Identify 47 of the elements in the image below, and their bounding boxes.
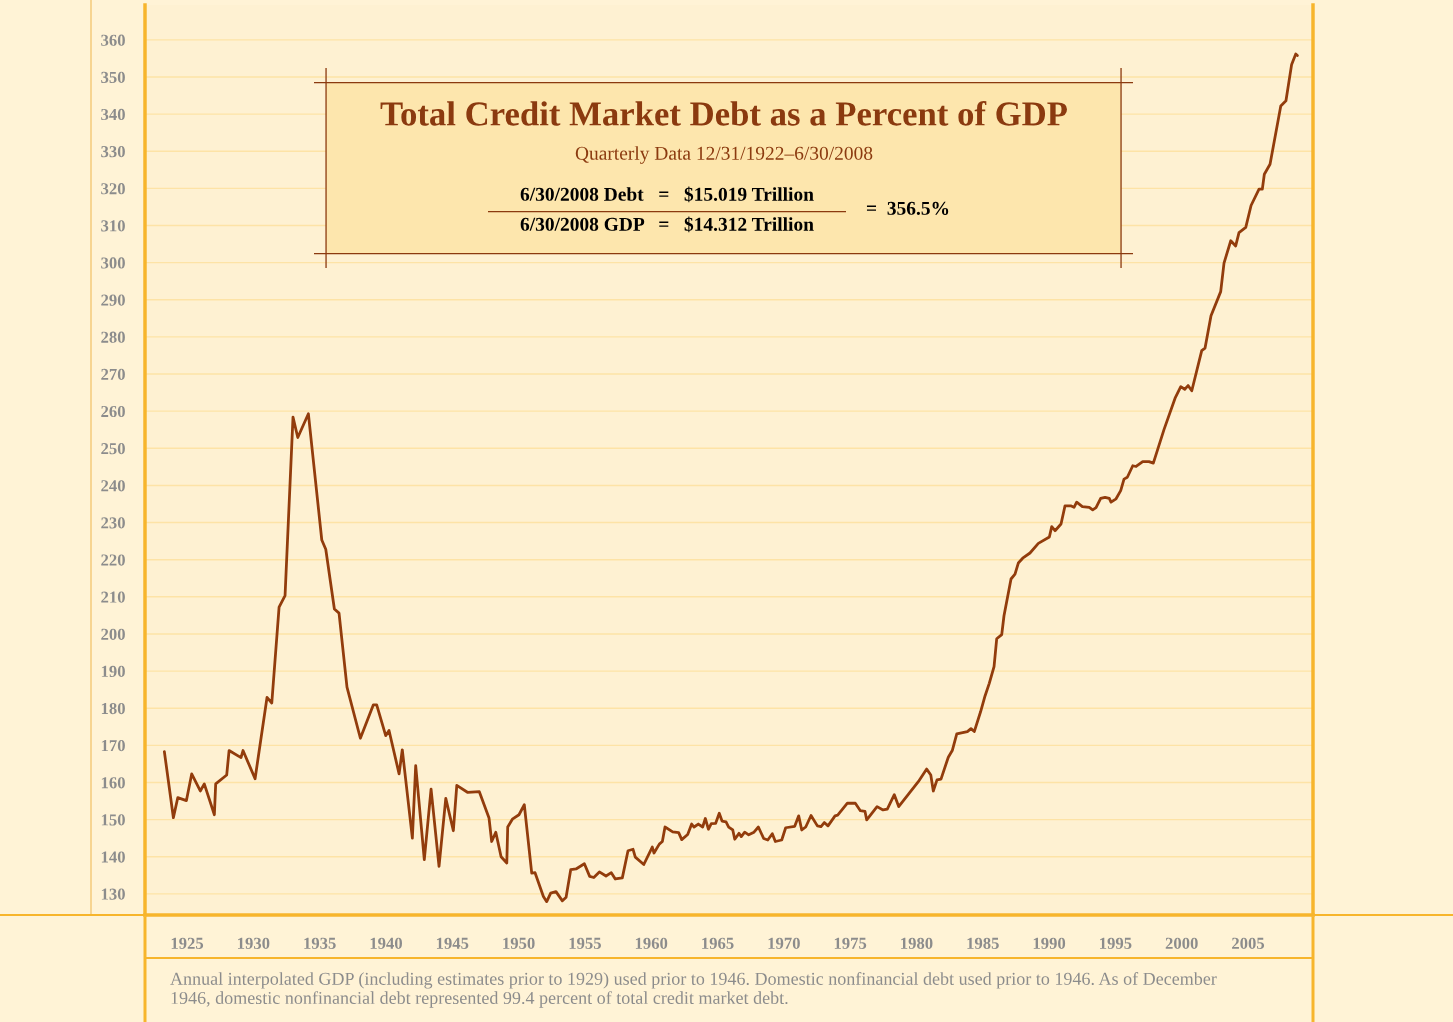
x-tick-label: 1980 (901, 937, 933, 949)
annotation: = 356.5% (866, 201, 949, 215)
y-tick-label: 160 (101, 777, 125, 789)
y-tick-label: 230 (101, 517, 125, 529)
annotation: 6/30/2008 GDP = $14.312 Trillion (520, 216, 814, 233)
x-tick-label: 1990 (1033, 937, 1066, 949)
x-tick-label: 2000 (1165, 937, 1198, 949)
x-tick-label: 1930 (238, 937, 270, 949)
y-tick-label: 310 (101, 220, 125, 232)
x-tick-label: 2005 (1232, 937, 1265, 949)
y-tick-label: 140 (101, 851, 125, 863)
text: Quarterly Data 12/31/1922–6/30/2008 (575, 146, 873, 164)
y-tick-label: 220 (101, 554, 125, 566)
y-tick-label: 150 (101, 814, 125, 826)
x-tick-label: 1985 (967, 937, 999, 949)
y-tick-label: 130 (101, 888, 125, 900)
y-tick-label: 210 (101, 591, 125, 603)
x-tick-label: 1965 (702, 937, 734, 949)
text: Annual interpolated GDP (including estimates prior to 1929) used prior to 1946. Domestic nonfinancial debt used prior to 1946. As of December 1946, domestic nonfinancial debt represented 99.4 percent of total credit market debt. (170, 972, 1217, 1008)
text: Total Credit Market Debt as a Percent of GDP (380, 100, 1067, 126)
y-tick-label: 330 (101, 145, 125, 158)
x-tick-label: 1975 (834, 937, 867, 949)
y-tick-label: 320 (101, 183, 125, 195)
x-tick-label: 1955 (569, 937, 601, 949)
y-tick-label: 250 (101, 443, 125, 455)
y-tick-label: 360 (101, 34, 125, 46)
x-tick-label: 1945 (436, 937, 469, 949)
annotation: 6/30/2008 Debt = $15.019 Trillion (520, 186, 814, 203)
x-tick-label: 1940 (370, 937, 403, 949)
y-tick-label: 300 (101, 257, 125, 269)
y-tick-label: 200 (101, 628, 125, 640)
x-tick-label: 1970 (768, 937, 800, 949)
x-tick-label: 1950 (503, 937, 535, 949)
x-tick-label: 1925 (171, 937, 204, 949)
y-tick-label: 190 (101, 665, 125, 678)
x-tick-label: 1960 (635, 937, 668, 949)
y-tick-label: 270 (101, 368, 125, 380)
y-tick-label: 240 (101, 480, 125, 492)
x-tick-label: 1935 (304, 937, 336, 949)
y-tick-label: 280 (101, 331, 125, 343)
y-tick-label: 290 (101, 294, 125, 306)
y-tick-label: 350 (101, 71, 125, 83)
y-tick-label: 180 (101, 702, 125, 715)
x-tick-label: 1995 (1100, 937, 1132, 949)
y-tick-label: 340 (101, 108, 125, 121)
y-tick-label: 170 (101, 740, 125, 752)
y-tick-label: 260 (101, 405, 125, 418)
